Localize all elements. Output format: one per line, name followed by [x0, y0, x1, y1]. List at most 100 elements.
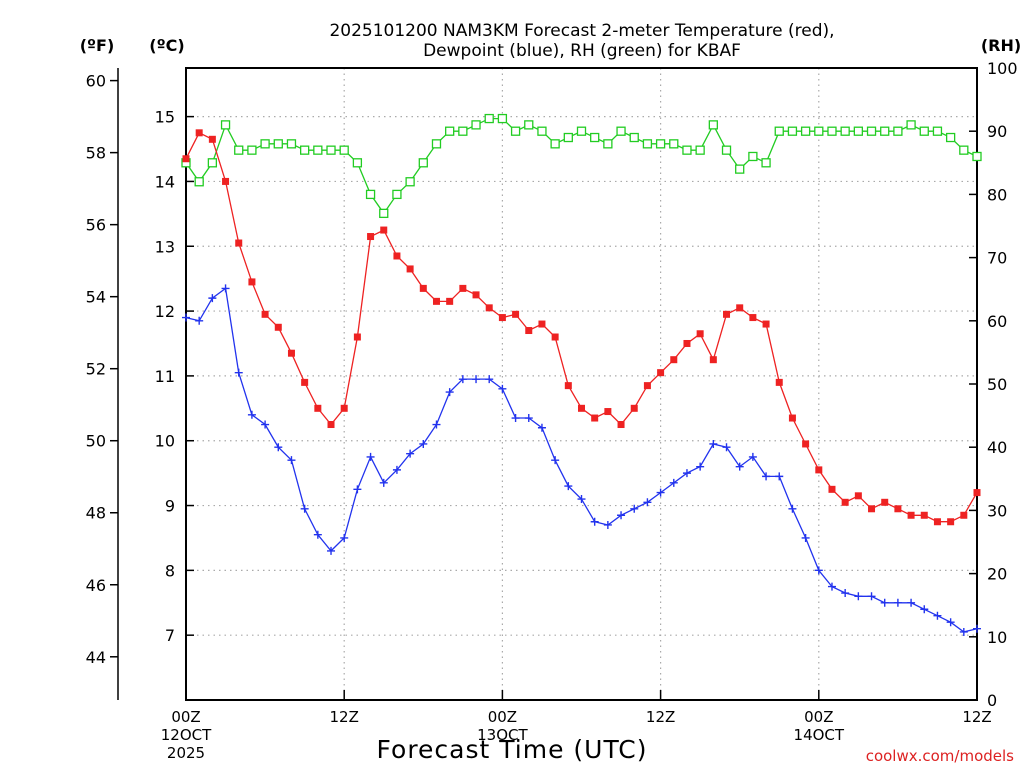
- temperature-point: [525, 327, 533, 335]
- rh-point: [787, 126, 798, 136]
- dewpoint-point: [735, 462, 744, 471]
- dewpoint-point: [617, 511, 626, 520]
- temperature-point: [960, 511, 968, 519]
- rh-point: [313, 145, 323, 155]
- celsius-tick-label: 14: [155, 172, 175, 191]
- dewpoint-point: [788, 504, 797, 513]
- rh-point: [906, 120, 916, 130]
- dewpoint-line: [185, 287, 978, 633]
- fahrenheit-tick-label: 54: [86, 288, 106, 307]
- temperature-point: [604, 408, 612, 416]
- temperature-point: [881, 498, 889, 506]
- dewpoint-point: [551, 456, 560, 465]
- rh-point: [418, 158, 428, 168]
- temperature-point: [446, 297, 454, 305]
- rh-point: [563, 132, 573, 143]
- dewpoint-point: [261, 420, 270, 429]
- celsius-tick-label: 11: [155, 367, 175, 386]
- x-tick-date: 13OCT: [477, 726, 528, 744]
- dewpoint-point: [973, 624, 981, 633]
- rh-point: [365, 189, 376, 200]
- rh-tick-label: 90: [987, 122, 1007, 141]
- temperature-line: [185, 131, 978, 523]
- fahrenheit-tick-label: 52: [86, 360, 106, 379]
- rh-point: [840, 126, 850, 136]
- fahrenheit-tick-label: 48: [86, 504, 106, 523]
- fahrenheit-axis: 60 58 56 54 52 50 48 46 44: [86, 72, 118, 667]
- temperature-point: [459, 284, 467, 292]
- celsius-tick-label: 9: [165, 497, 175, 516]
- x-tick-label: 00Z: [804, 708, 833, 726]
- temperature-point: [287, 349, 295, 357]
- rh-point: [853, 126, 863, 136]
- temperature-point: [709, 356, 717, 364]
- dewpoint-point: [656, 488, 665, 497]
- rh-point: [234, 145, 244, 155]
- rh-point: [945, 132, 956, 143]
- dewpoint-point: [801, 533, 810, 542]
- dewpoint-point: [920, 605, 929, 614]
- rh-point: [379, 208, 389, 219]
- rh-tick-label: 70: [987, 249, 1007, 268]
- temperature-point: [380, 226, 388, 234]
- rh-tick-label: 50: [987, 375, 1007, 394]
- temperature-point: [947, 518, 955, 526]
- rh-point: [471, 120, 481, 130]
- dewpoint-point: [419, 439, 428, 448]
- dewpoint-point: [603, 520, 612, 529]
- temperature-point: [854, 492, 862, 500]
- rh-point: [484, 113, 494, 124]
- temperature-point: [841, 498, 849, 506]
- temperature-point: [630, 404, 638, 412]
- dewpoint-point: [498, 384, 507, 393]
- dewpoint-point: [392, 465, 401, 474]
- temperature-point: [775, 378, 783, 386]
- celsius-axis: 15 14 13 12 11 10 9 8 7: [155, 108, 194, 645]
- temperature-point: [933, 518, 941, 526]
- dewpoint-point: [959, 627, 968, 636]
- temperature-point: [208, 135, 216, 143]
- dewpoint-point: [195, 316, 204, 325]
- chart-subtitle: Dewpoint (blue), RH (green) for KBAF: [423, 41, 741, 61]
- rh-point: [207, 158, 218, 168]
- rh-tick-label: 30: [987, 501, 1007, 520]
- rh-point: [299, 145, 310, 155]
- dewpoint-point: [682, 469, 691, 478]
- temperature-point: [274, 323, 282, 331]
- dewpoint-point: [406, 449, 415, 458]
- dewpoint-point: [748, 452, 757, 461]
- dewpoint-point: [445, 388, 454, 397]
- fahrenheit-tick-label: 50: [86, 432, 106, 451]
- rh-tick-label: 80: [987, 185, 1007, 204]
- temperature-point: [749, 314, 757, 322]
- temperature-point: [498, 314, 506, 322]
- temperature-point: [762, 320, 770, 328]
- dewpoint-point: [709, 439, 718, 448]
- dewpoint-point: [208, 294, 217, 303]
- temperature-point: [551, 333, 559, 341]
- gridlines: [186, 68, 977, 700]
- rh-point: [194, 177, 204, 187]
- rh-point: [761, 158, 771, 168]
- fahrenheit-tick-label: 58: [86, 144, 106, 163]
- fahrenheit-tick-label: 46: [86, 576, 106, 595]
- dewpoint-point: [247, 410, 256, 419]
- rh-point: [339, 145, 349, 155]
- dewpoint-point: [827, 582, 836, 591]
- rh-point: [603, 139, 613, 149]
- temperature-point: [696, 330, 704, 338]
- temperature-point: [512, 310, 520, 318]
- series-layer: [181, 113, 982, 636]
- rh-point: [590, 132, 600, 143]
- temperature-point: [670, 356, 678, 364]
- temperature-point: [578, 404, 585, 412]
- temperature-point: [485, 304, 493, 312]
- dewpoint-point: [762, 472, 771, 481]
- rh-point: [497, 113, 508, 124]
- temperature-point: [815, 466, 823, 474]
- dewpoint-point: [854, 592, 863, 601]
- x-tick-date: 12OCT: [161, 726, 212, 744]
- dewpoint-point: [893, 598, 902, 607]
- temperature-point: [235, 239, 243, 247]
